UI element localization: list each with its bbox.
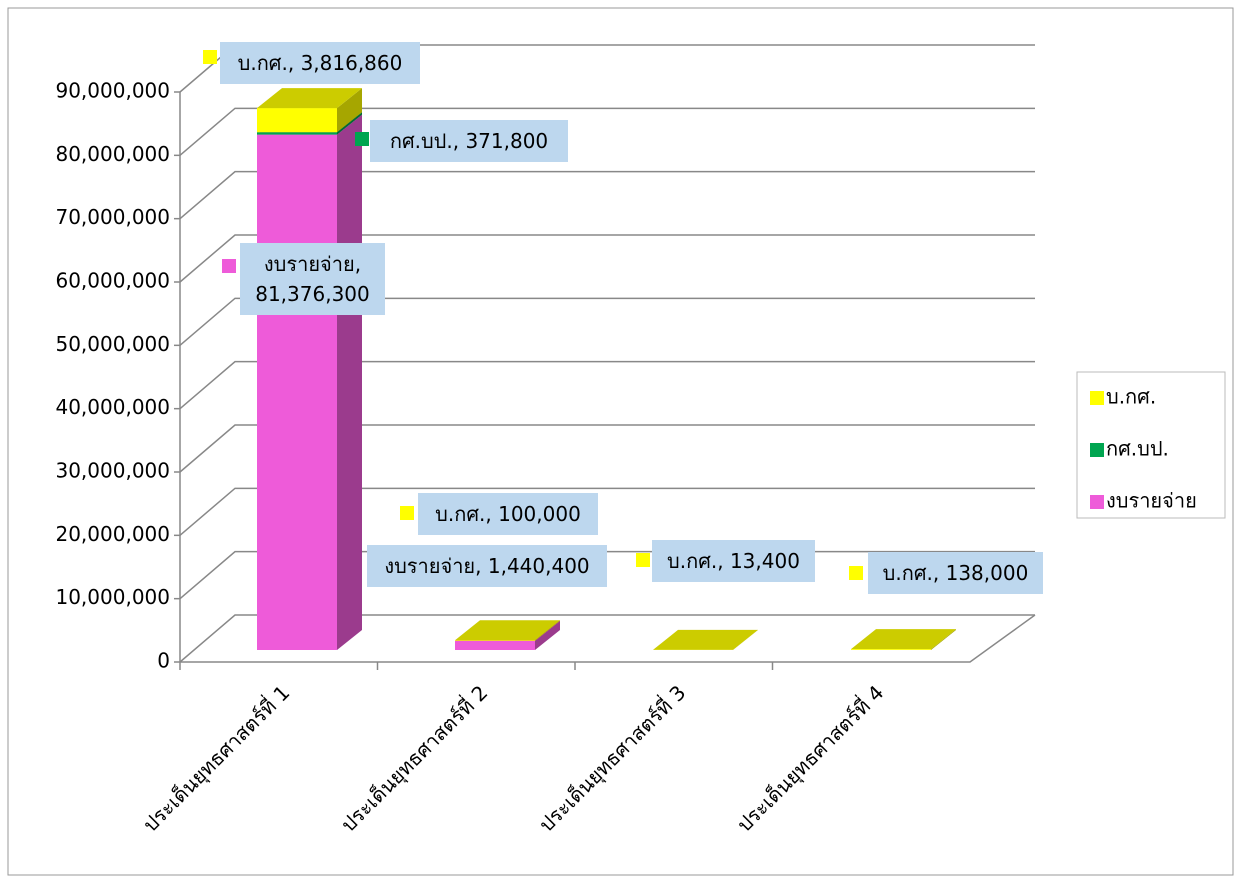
bar [257, 132, 337, 135]
bar-top [257, 88, 362, 109]
data-label: งบรายจ่าย, 81,376,300 [240, 243, 385, 315]
bar [851, 649, 931, 650]
bar-side [337, 88, 362, 133]
legend-swatch [1090, 495, 1104, 509]
grid-line [179, 107, 1035, 156]
bar [257, 134, 337, 650]
bar [455, 640, 535, 641]
grid-line [179, 170, 1035, 220]
grid-line [179, 487, 1035, 536]
data-label-marker [636, 553, 650, 567]
legend-swatch [1090, 443, 1104, 457]
floor-edge [180, 614, 1036, 663]
y-tick-label: 80,000,000 [55, 142, 170, 166]
bar-top [653, 629, 758, 650]
y-tick-label: 10,000,000 [55, 585, 170, 609]
legend-swatch [1090, 391, 1104, 405]
data-label: บ.กศ., 100,000 [418, 493, 598, 535]
data-label-marker [849, 566, 863, 580]
bar-side [337, 114, 362, 651]
y-tick-label: 50,000,000 [55, 332, 170, 356]
grid-line [179, 234, 1035, 283]
data-label: บ.กศ., 138,000 [868, 552, 1043, 594]
data-label-marker [203, 50, 217, 64]
chart-border [7, 7, 1234, 876]
legend-label: งบรายจ่าย [1106, 489, 1197, 513]
bar-side [733, 629, 758, 650]
data-label-marker [222, 259, 236, 273]
data-label-marker [355, 132, 369, 146]
bar-top [851, 629, 956, 650]
bar-side [535, 620, 560, 650]
grid-line [179, 424, 1035, 473]
grid-line [179, 297, 1035, 346]
data-label: กศ.บป., 371,800 [370, 120, 568, 162]
y-tick-label: 40,000,000 [55, 395, 170, 419]
bar-side [337, 112, 362, 135]
y-tick-label: 20,000,000 [55, 522, 170, 546]
y-tick-label: 30,000,000 [55, 459, 170, 483]
y-tick-label: 0 [157, 649, 170, 673]
data-label: บ.กศ., 13,400 [652, 540, 815, 582]
y-tick-label: 70,000,000 [55, 205, 170, 229]
y-tick-label: 60,000,000 [55, 269, 170, 293]
legend-label: บ.กศ. [1106, 385, 1156, 409]
data-label: งบรายจ่าย, 1,440,400 [367, 545, 607, 587]
y-tick-label: 90,000,000 [55, 79, 170, 103]
legend-label: กศ.บป. [1106, 437, 1169, 461]
data-label-marker [400, 506, 414, 520]
bar [257, 108, 337, 133]
bar-side [535, 620, 560, 641]
grid-line [179, 360, 1035, 410]
data-label: บ.กศ., 3,816,860 [220, 42, 420, 84]
bar [455, 640, 535, 650]
bar-side [931, 629, 956, 650]
bar-top [455, 620, 560, 641]
grid-line [179, 614, 1035, 663]
